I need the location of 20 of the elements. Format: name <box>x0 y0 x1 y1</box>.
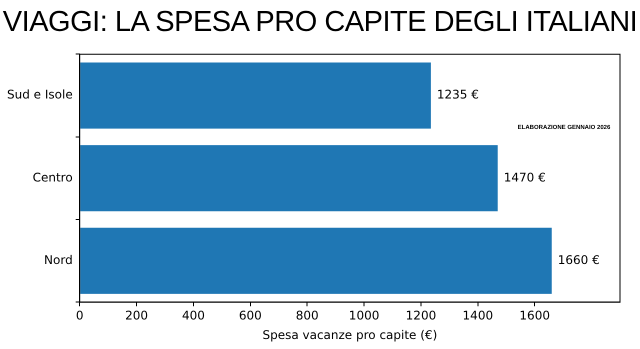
x-axis-title: Spesa vacanze pro capite (€) <box>262 328 438 342</box>
y-tick-label: Centro <box>32 170 73 184</box>
data-label: 1660 € <box>558 252 600 267</box>
x-tick-label: 800 <box>296 308 319 323</box>
y-tick-label: Sud e Isole <box>7 88 73 102</box>
x-tick-label: 600 <box>238 308 262 323</box>
x-tick-label: 1000 <box>348 308 380 323</box>
bar <box>80 145 498 212</box>
x-tick-label: 1400 <box>462 308 494 323</box>
x-tick-label: 1200 <box>406 308 436 323</box>
x-tick-label: 400 <box>182 308 205 323</box>
data-label: 1470 € <box>504 170 546 184</box>
x-tick-label: 200 <box>125 308 148 323</box>
bar <box>80 62 431 129</box>
chart-title: VIAGGI: LA SPESA PRO CAPITE DEGLI ITALIANI <box>2 5 638 40</box>
bar <box>80 228 552 294</box>
x-tick-label: 0 <box>76 308 84 323</box>
x-tick-label: 1600 <box>519 308 550 323</box>
y-tick-label: Nord <box>44 252 73 267</box>
data-label: 1235 € <box>436 88 479 102</box>
